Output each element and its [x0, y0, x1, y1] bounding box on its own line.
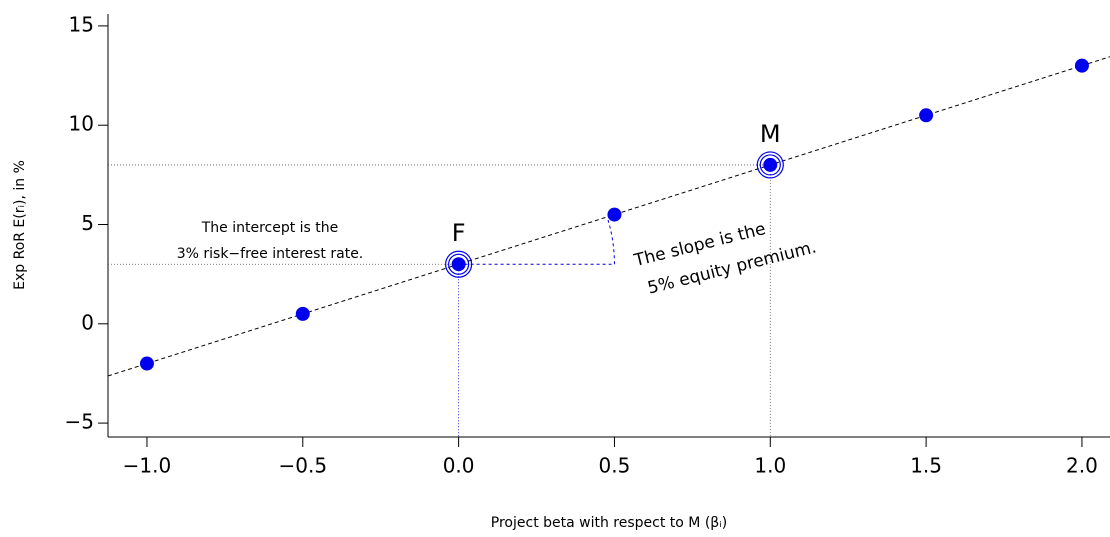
point — [763, 157, 778, 172]
point — [139, 356, 154, 371]
x-axis-label: Project beta with respect to M (βᵢ) — [491, 515, 727, 531]
x-tick-label: 0.0 — [443, 454, 475, 478]
point — [295, 306, 310, 321]
x-tick-label: 0.5 — [599, 454, 631, 478]
highlight-ring — [756, 151, 784, 179]
y-tick-label: 10 — [69, 112, 94, 136]
y-tick-label: 5 — [81, 211, 94, 235]
highlight-ring — [445, 250, 473, 278]
x-tick-label: 2.0 — [1066, 454, 1098, 478]
y-tick-label: 0 — [81, 310, 94, 334]
highlight-ring — [759, 154, 781, 176]
slope-arc — [606, 216, 615, 265]
annotation: The intercept is the — [201, 220, 339, 236]
annotation: M — [760, 120, 781, 148]
x-tick-label: 1.0 — [754, 454, 786, 478]
highlight-ring — [448, 253, 470, 275]
y-tick-label: 15 — [69, 12, 94, 36]
x-tick-label: −1.0 — [123, 454, 172, 478]
y-axis-label: Exp RoR E(rᵢ), in % — [12, 160, 28, 290]
annotation: F — [452, 219, 466, 247]
point — [607, 207, 622, 222]
point — [1074, 58, 1089, 73]
x-tick-label: 1.5 — [910, 454, 942, 478]
annotation: 3% risk−free interest rate. — [177, 246, 364, 262]
point — [919, 108, 934, 123]
point — [451, 257, 466, 272]
y-tick-label: −5 — [65, 410, 94, 434]
x-tick-label: −0.5 — [279, 454, 328, 478]
